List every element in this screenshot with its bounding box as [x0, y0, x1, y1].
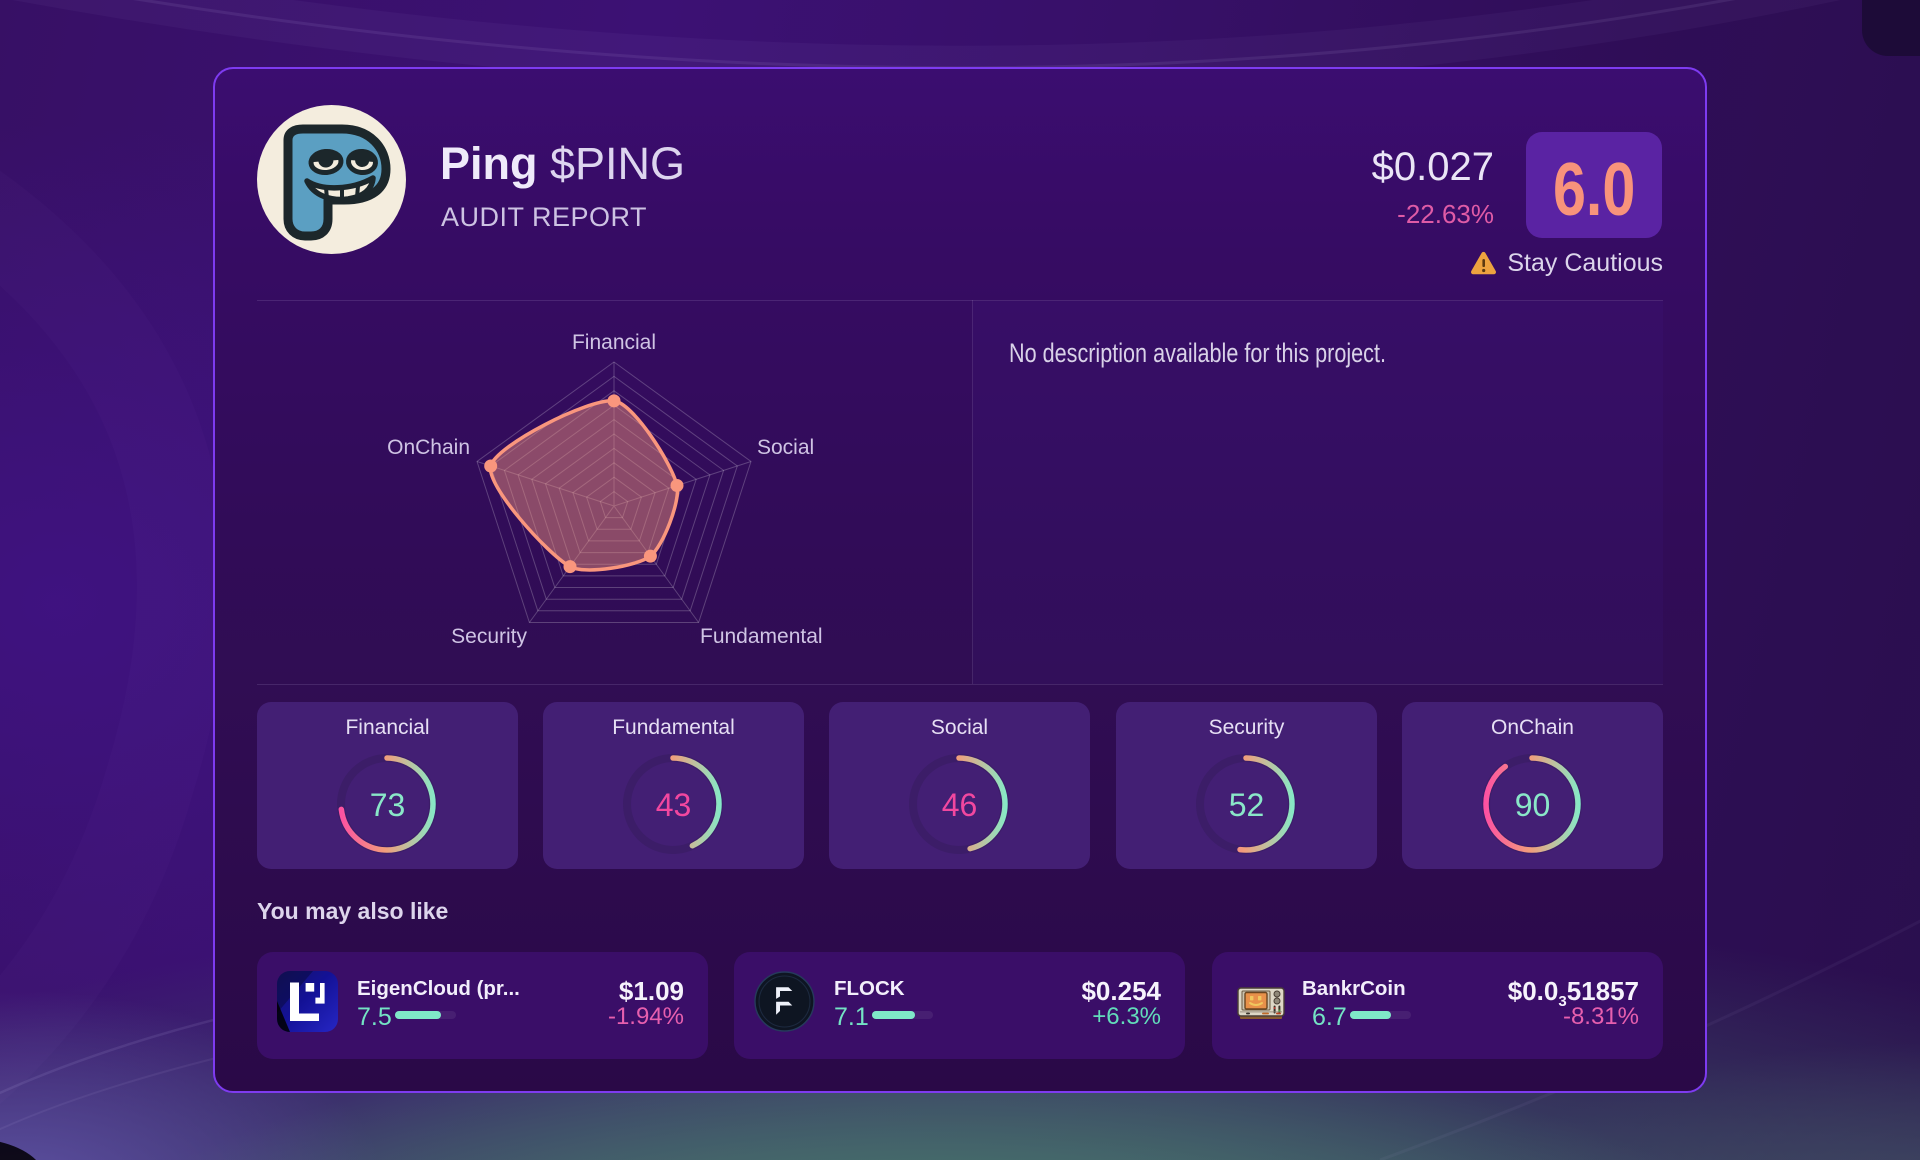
svg-text:Financial: Financial: [572, 331, 656, 354]
svg-text:Fundamental: Fundamental: [700, 625, 823, 648]
svg-text:OnChain: OnChain: [387, 436, 470, 459]
svg-text:Security: Security: [451, 625, 527, 648]
svg-text:Social: Social: [757, 436, 814, 459]
